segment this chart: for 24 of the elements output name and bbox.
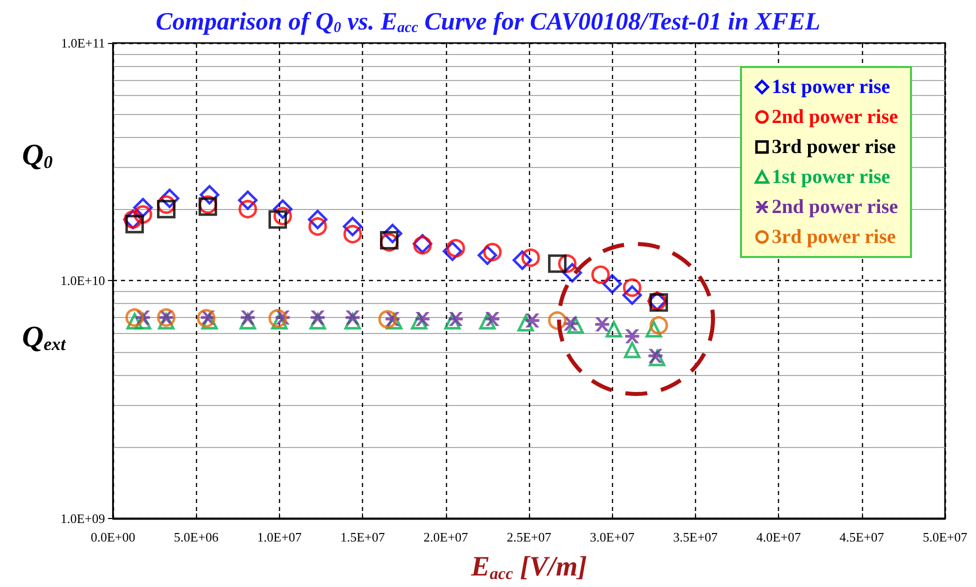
y-axis-title: Q0 [22, 138, 53, 172]
x-tick-label: 4.5E+07 [840, 529, 885, 544]
legend-label: 2nd power rise [772, 106, 898, 128]
x-tick-label: 4.0E+07 [756, 529, 802, 544]
x-tick-label: 2.5E+07 [506, 529, 552, 544]
x-tick-label: 5.0E+07 [922, 529, 968, 544]
x-tick-label: 3.0E+07 [590, 529, 635, 544]
y-tick-label: 1.0E+09 [60, 510, 105, 526]
legend-label: 3rd power rise [772, 226, 896, 248]
text: Qext [22, 320, 67, 354]
y-tick-label: 1.0E+10 [60, 273, 105, 288]
x-tick-label: 0.0E+00 [90, 529, 136, 544]
y-tick-label: 1.0E+11 [60, 36, 105, 50]
x-tick-label: 1.0E+07 [257, 529, 302, 544]
legend-label: 2nd power rise [772, 196, 898, 218]
x-tick-label: 3.5E+07 [673, 529, 718, 544]
x-tick-label: 2.0E+07 [424, 529, 469, 544]
legend-label: 1st power rise [772, 76, 890, 98]
x-tick-label: 1.5E+07 [340, 529, 386, 544]
x-tick-label: 5.0E+06 [174, 529, 219, 544]
chart-title: Comparison of Q0 vs. Eacc Curve for CAV00108/Test-01 in XFEL [156, 8, 820, 36]
legend-label: 3rd power rise [772, 136, 896, 158]
x-axis-title: Eacc [V/m] [470, 552, 587, 583]
legend-label: 1st power rise [772, 166, 890, 188]
